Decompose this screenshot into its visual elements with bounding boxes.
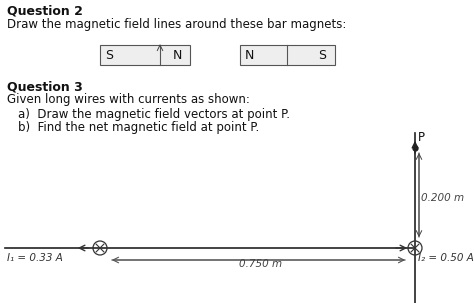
Bar — [100, 45, 190, 65]
Text: a)  Draw the magnetic field vectors at point P.: a) Draw the magnetic field vectors at po… — [18, 108, 290, 121]
Text: b)  Find the net magnetic field at point P.: b) Find the net magnetic field at point … — [18, 121, 259, 134]
Text: N: N — [245, 49, 255, 62]
Text: 0.750 m: 0.750 m — [239, 259, 283, 269]
Text: Question 3: Question 3 — [7, 80, 83, 93]
Text: N: N — [173, 49, 182, 62]
Text: 0.200 m: 0.200 m — [421, 193, 464, 203]
Text: P: P — [418, 131, 425, 144]
Text: Given long wires with currents as shown:: Given long wires with currents as shown: — [7, 93, 250, 106]
Bar — [240, 45, 335, 65]
Text: S: S — [318, 49, 326, 62]
Text: S: S — [105, 49, 113, 62]
Text: I₁ = 0.33 A: I₁ = 0.33 A — [7, 253, 63, 263]
Text: Draw the magnetic field lines around these bar magnets:: Draw the magnetic field lines around the… — [7, 18, 346, 31]
Text: I₂ = 0.50 A: I₂ = 0.50 A — [418, 253, 474, 263]
Text: Question 2: Question 2 — [7, 5, 83, 18]
